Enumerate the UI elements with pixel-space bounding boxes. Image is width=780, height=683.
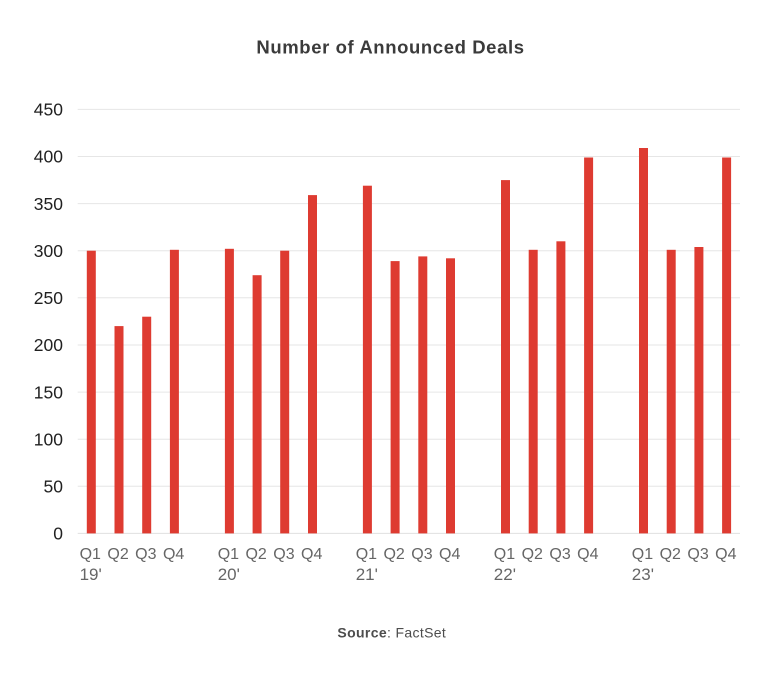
svg-text:Q1 Q2 Q3 Q4: Q1 Q2 Q3 Q4 (80, 546, 185, 563)
svg-text:150: 150 (34, 382, 63, 402)
svg-text:Number of Announced Deals: Number of Announced Deals (256, 37, 524, 58)
svg-text:Q1 Q2 Q3 Q4: Q1 Q2 Q3 Q4 (632, 546, 737, 563)
svg-text:450: 450 (34, 100, 63, 120)
svg-text:Q1 Q2 Q3 Q4: Q1 Q2 Q3 Q4 (218, 546, 323, 563)
svg-text:Q1 Q2 Q3 Q4: Q1 Q2 Q3 Q4 (494, 546, 599, 563)
svg-text:350: 350 (34, 194, 63, 214)
svg-text:Source: FactSet: Source: FactSet (337, 624, 446, 640)
svg-text:400: 400 (34, 147, 63, 167)
svg-text:22': 22' (494, 565, 516, 584)
svg-text:21': 21' (356, 565, 378, 584)
svg-text:300: 300 (34, 241, 63, 261)
svg-text:19': 19' (80, 565, 102, 584)
svg-text:50: 50 (44, 477, 64, 497)
svg-text:100: 100 (34, 429, 63, 449)
svg-text:200: 200 (34, 335, 63, 355)
svg-text:23': 23' (632, 565, 654, 584)
svg-text:250: 250 (34, 288, 63, 308)
svg-text:20': 20' (218, 565, 240, 584)
svg-text:Q1 Q2 Q3 Q4: Q1 Q2 Q3 Q4 (356, 546, 461, 563)
svg-text:0: 0 (53, 524, 63, 544)
